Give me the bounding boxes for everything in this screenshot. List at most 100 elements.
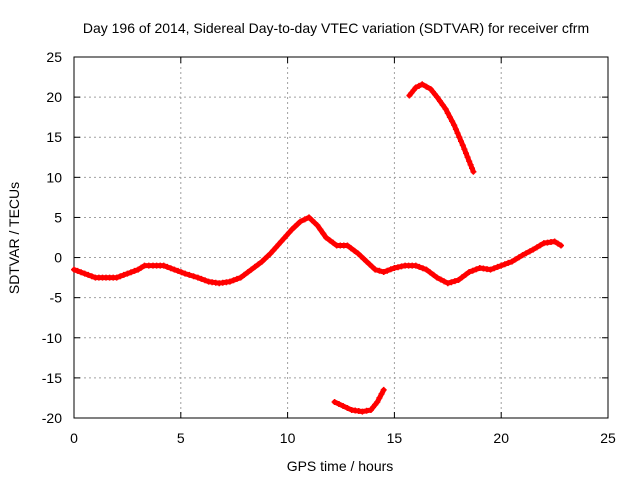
data-point-marker — [248, 266, 255, 273]
data-point-marker — [314, 222, 321, 229]
data-point-marker — [376, 394, 383, 401]
data-point-marker — [427, 269, 433, 276]
data-point-marker — [326, 237, 333, 244]
chart-title: Day 196 of 2014, Sidereal Day-to-day VTE… — [83, 20, 589, 36]
data-point-marker — [175, 267, 181, 274]
x-tick-label: 0 — [70, 430, 78, 446]
data-point-marker — [449, 118, 456, 125]
x-axis-label: GPS time / hours — [287, 458, 394, 474]
data-point-marker — [451, 278, 458, 285]
data-point-marker — [454, 130, 461, 137]
data-point-marker — [470, 168, 477, 175]
data-point-marker — [444, 110, 451, 117]
x-tick-label: 20 — [493, 430, 509, 446]
data-point-marker — [363, 407, 370, 414]
data-point-marker — [437, 276, 444, 283]
y-tick-label: 0 — [54, 250, 62, 266]
data-point-marker — [182, 270, 189, 277]
data-point-marker — [558, 242, 564, 249]
data-point-marker — [376, 267, 383, 274]
data-point-marker — [456, 134, 463, 141]
data-point-marker — [469, 267, 476, 274]
data-point-marker — [117, 273, 124, 280]
data-point-marker — [519, 252, 526, 259]
data-point-marker — [464, 154, 471, 161]
data-point-marker — [251, 263, 258, 270]
data-point-marker — [452, 126, 459, 133]
data-series — [71, 81, 564, 415]
x-tick-label: 5 — [177, 430, 185, 446]
data-point-marker — [458, 138, 464, 145]
plot-frame — [73, 56, 609, 419]
data-point-marker — [124, 270, 131, 277]
data-point-marker — [537, 242, 544, 249]
data-point-marker — [395, 264, 401, 271]
data-point-marker — [434, 274, 441, 281]
data-point-marker — [351, 247, 358, 254]
data-point-marker — [441, 278, 448, 285]
data-point-marker — [437, 98, 443, 105]
data-point-marker — [384, 267, 391, 274]
data-point-marker — [523, 250, 530, 257]
data-point-marker — [462, 271, 469, 278]
data-point-marker — [320, 230, 327, 237]
data-point-marker — [323, 234, 329, 241]
grid-lines — [74, 57, 608, 418]
data-point-marker — [491, 265, 498, 272]
data-point-marker — [297, 218, 304, 225]
data-point-marker — [344, 405, 351, 411]
data-point-marker — [455, 277, 462, 283]
data-point-marker — [448, 279, 455, 286]
data-point-marker — [378, 390, 385, 397]
data-point-marker — [505, 259, 512, 266]
data-point-marker — [459, 142, 466, 149]
data-point-marker — [88, 273, 95, 280]
data-point-marker — [120, 271, 127, 278]
data-point-marker — [412, 262, 419, 269]
data-point-marker — [372, 266, 379, 273]
data-point-marker — [78, 269, 85, 276]
data-point-marker — [469, 165, 475, 172]
data-point-marker — [466, 158, 473, 165]
data-point-marker — [554, 240, 561, 247]
data-point-marker — [244, 269, 251, 276]
data-point-marker — [416, 263, 423, 270]
data-point-marker — [533, 244, 540, 251]
data-point-marker — [138, 264, 145, 271]
data-point-marker — [387, 266, 394, 273]
data-point-marker — [317, 226, 324, 233]
data-point-marker — [374, 399, 381, 405]
data-point-marker — [131, 267, 138, 274]
data-point-marker — [340, 403, 347, 409]
x-tick-label: 25 — [600, 430, 616, 446]
data-point-marker — [186, 271, 193, 278]
y-tick-label: 5 — [54, 209, 62, 225]
data-point-marker — [331, 399, 338, 405]
data-point-marker — [466, 269, 473, 275]
data-point-marker — [487, 266, 494, 273]
data-point-marker — [128, 269, 134, 276]
data-point-marker — [198, 275, 205, 282]
data-point-marker — [359, 408, 366, 415]
data-point-marker — [391, 265, 398, 271]
data-point-marker — [202, 277, 208, 284]
data-point-marker — [164, 263, 171, 270]
data-point-marker — [467, 161, 474, 168]
data-point-marker — [451, 122, 458, 129]
data-point-marker — [85, 271, 92, 278]
data-point-marker — [442, 106, 449, 113]
data-point-marker — [512, 256, 519, 263]
data-point-marker — [160, 262, 167, 269]
y-tick-label: -5 — [50, 290, 63, 306]
data-point-marker — [226, 278, 233, 285]
y-tick-label: -15 — [42, 370, 62, 386]
data-point-marker — [113, 274, 120, 281]
y-tick-label: 10 — [46, 169, 62, 185]
data-point-marker — [171, 266, 178, 273]
data-point-marker — [439, 102, 446, 109]
data-point-marker — [335, 401, 342, 407]
data-point-marker — [498, 262, 505, 269]
y-tick-label: 15 — [46, 129, 62, 145]
data-point-marker — [516, 254, 522, 261]
